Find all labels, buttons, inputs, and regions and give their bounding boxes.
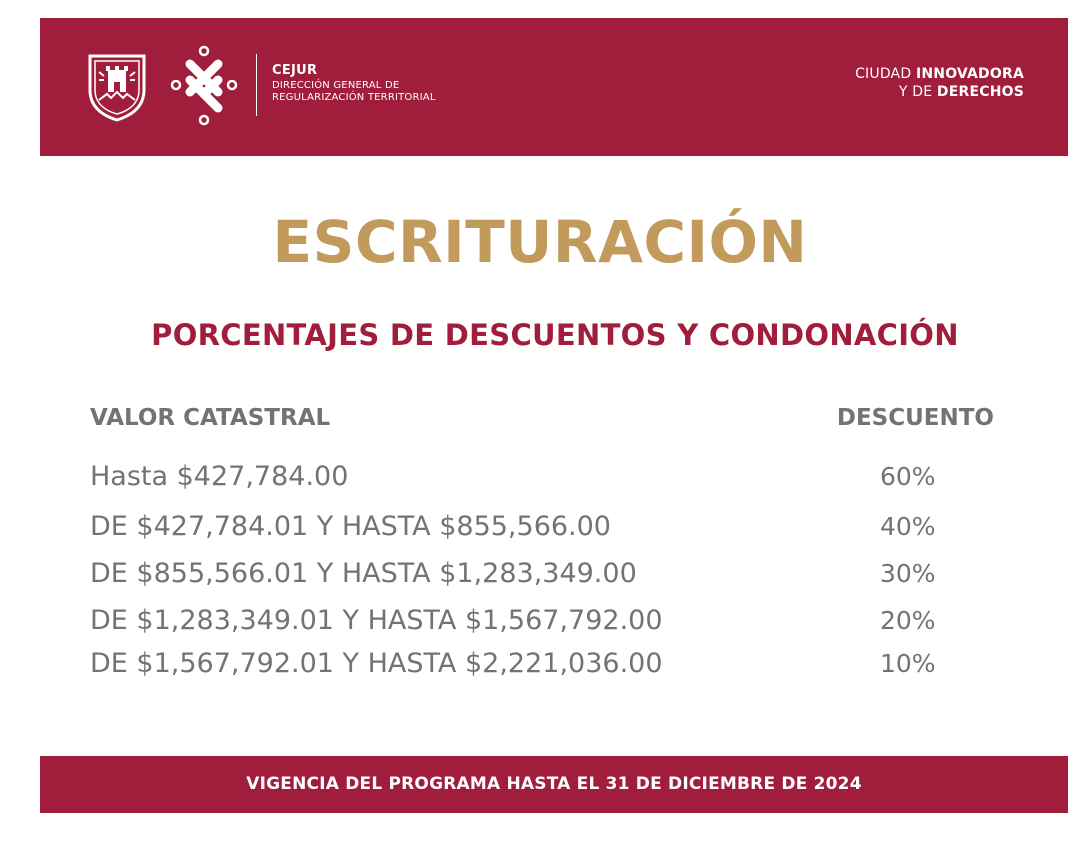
- org-description: DIRECCIÓN GENERAL DE REGULARIZACIÓN TERR…: [272, 80, 436, 104]
- table-row-discount: 30%: [880, 559, 936, 588]
- table-row-discount: 10%: [880, 649, 936, 678]
- org-line-2: REGULARIZACIÓN TERRITORIAL: [272, 92, 436, 103]
- city-slogan: CIUDAD INNOVADORA Y DE DERECHOS: [855, 65, 1024, 101]
- column-header-descuento: DESCUENTO: [836, 405, 994, 431]
- header-banner: CEJUR DIRECCIÓN GENERAL DE REGULARIZACIÓ…: [40, 18, 1068, 156]
- org-line-1: DIRECCIÓN GENERAL DE: [272, 80, 400, 91]
- table-row-discount: 60%: [880, 462, 936, 491]
- slogan-line-2: Y DE DERECHOS: [855, 83, 1024, 101]
- program-validity-text: VIGENCIA DEL PROGRAMA HASTA EL 31 DE DIC…: [246, 774, 862, 794]
- header-divider: [256, 54, 257, 116]
- slogan-line-1-bold: INNOVADORA: [915, 66, 1024, 82]
- slogan-line-1: CIUDAD INNOVADORA: [855, 65, 1024, 83]
- slogan-line-2-prefix: Y DE: [898, 84, 937, 100]
- cejur-emblem-icon: [170, 45, 238, 126]
- table-row-range: DE $427,784.01 Y HASTA $855,566.00: [90, 511, 611, 542]
- coat-of-arms-icon: [88, 54, 146, 122]
- footer-banner: VIGENCIA DEL PROGRAMA HASTA EL 31 DE DIC…: [40, 756, 1068, 813]
- page-subtitle: PORCENTAJES DE DESCUENTOS Y CONDONACIÓN: [151, 318, 959, 352]
- table-row-range: DE $1,283,349.01 Y HASTA $1,567,792.00: [90, 605, 663, 636]
- org-name: CEJUR: [272, 63, 318, 78]
- page-title: ESCRITURACIÓN: [272, 208, 808, 276]
- table-row-range: DE $1,567,792.01 Y HASTA $2,221,036.00: [90, 648, 663, 679]
- slogan-line-2-bold: DERECHOS: [936, 84, 1024, 100]
- table-row-range: Hasta $427,784.00: [90, 461, 349, 492]
- column-header-valor: VALOR CATASTRAL: [90, 405, 331, 431]
- table-row-range: DE $855,566.01 Y HASTA $1,283,349.00: [90, 558, 637, 589]
- slogan-line-1-prefix: CIUDAD: [855, 66, 916, 82]
- table-row-discount: 20%: [880, 606, 936, 635]
- table-row-discount: 40%: [880, 512, 936, 541]
